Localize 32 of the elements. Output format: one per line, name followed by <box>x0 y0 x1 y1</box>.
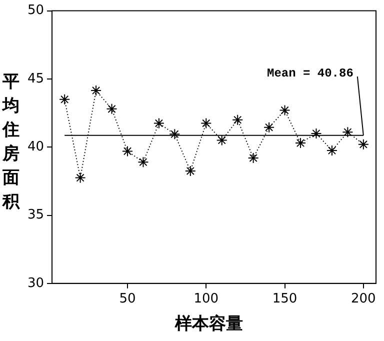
x-tick-label: 50 <box>119 292 136 307</box>
point <box>264 122 275 133</box>
y-tick-label: 45 <box>27 71 44 86</box>
y-axis-title: 平均住房面积 <box>2 71 20 214</box>
ref-line-label: Mean = 40.86 <box>266 66 354 81</box>
x-tick-label: 200 <box>351 292 376 307</box>
point <box>200 118 212 129</box>
x-axis-title: 样本容量 <box>174 313 244 335</box>
y-tick-label: 50 <box>27 3 44 18</box>
point <box>358 138 369 150</box>
point <box>122 146 133 157</box>
point <box>248 152 259 164</box>
point <box>153 118 164 129</box>
point <box>106 103 118 114</box>
point <box>59 94 70 105</box>
x-tick-label: 150 <box>272 292 298 307</box>
point <box>169 128 180 140</box>
point <box>310 128 322 139</box>
point <box>90 85 102 96</box>
point <box>74 172 86 184</box>
point <box>342 126 354 138</box>
point <box>295 138 306 149</box>
point <box>279 104 290 116</box>
point <box>216 134 228 146</box>
y-tick-label: 30 <box>27 276 44 291</box>
x-tick-label: 100 <box>194 292 219 307</box>
point <box>326 145 338 156</box>
point <box>232 114 244 126</box>
point <box>138 156 149 168</box>
y-tick-label: 35 <box>27 208 44 223</box>
point <box>184 165 196 176</box>
y-tick-label: 40 <box>27 139 44 154</box>
